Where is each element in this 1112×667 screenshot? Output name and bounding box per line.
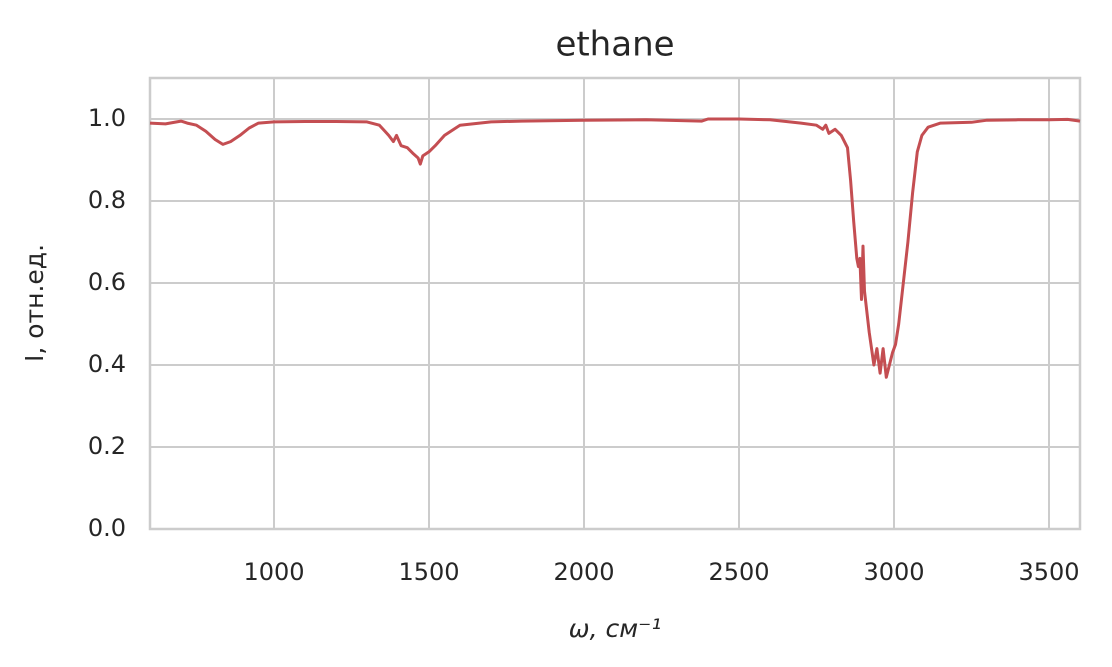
y-axis-label: I, отн.ед. — [20, 244, 49, 362]
x-tick-label: 1500 — [398, 558, 459, 586]
x-tick-label: 2000 — [553, 558, 614, 586]
x-tick-label: 1000 — [243, 558, 304, 586]
x-tick-label: 2500 — [708, 558, 769, 586]
y-tick-label: 0.6 — [88, 268, 126, 296]
data-line — [149, 117, 1081, 379]
y-tick-label: 0.2 — [88, 432, 126, 460]
chart-title: ethane — [555, 25, 674, 65]
y-tick-label: 1.0 — [88, 104, 126, 132]
x-tick-label: 3500 — [1018, 558, 1079, 586]
plot-frame — [148, 76, 1082, 531]
y-tick-label: 0.4 — [88, 350, 126, 378]
x-tick-label: 3000 — [863, 558, 924, 586]
y-tick-label: 0.8 — [88, 186, 126, 214]
y-tick-label: 0.0 — [88, 514, 126, 542]
x-axis-label: ω, см⁻¹ — [569, 614, 662, 643]
